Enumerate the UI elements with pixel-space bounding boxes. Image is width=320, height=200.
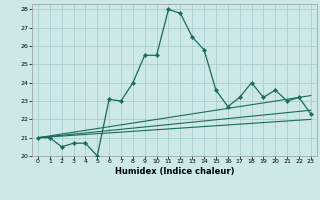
X-axis label: Humidex (Indice chaleur): Humidex (Indice chaleur): [115, 167, 234, 176]
